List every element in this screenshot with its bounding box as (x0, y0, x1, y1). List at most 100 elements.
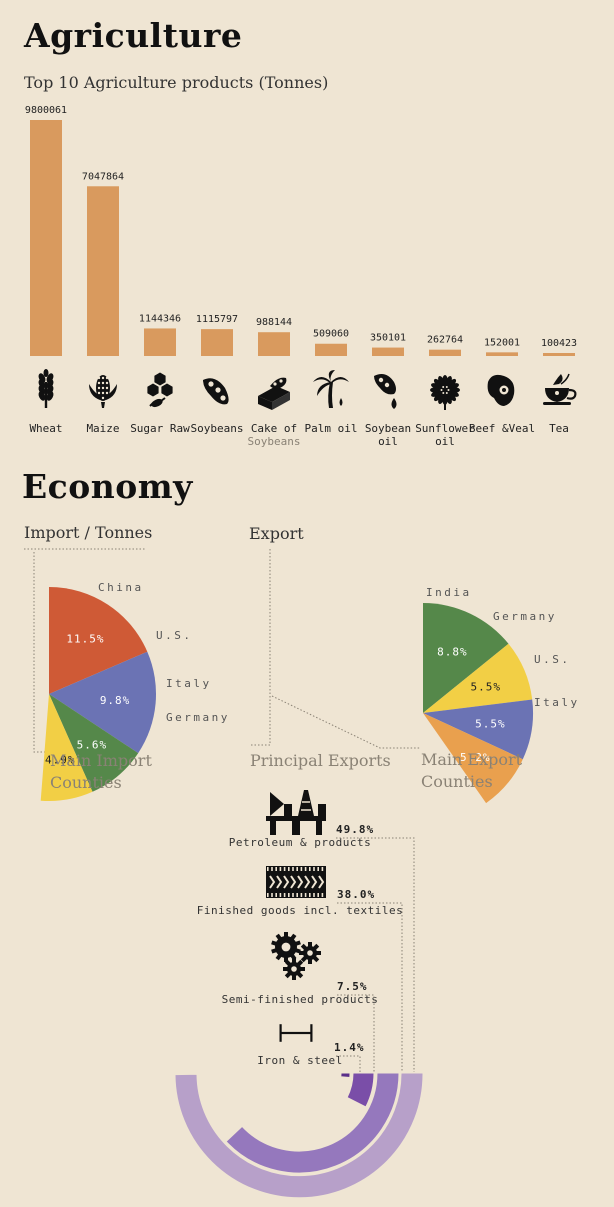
export-pie-slice-3 (423, 699, 534, 760)
bar-4 (201, 329, 233, 356)
import-pie-slice-3 (49, 694, 139, 792)
agriculture-bar-chart: 9800061 Wheat 7047864 Maize 1144346 Sugar Raw… (25, 105, 577, 448)
corn-icon (89, 375, 117, 408)
import-pie-value-label: 4.9% (45, 753, 76, 766)
economy-title: Economy (22, 467, 193, 506)
bar-category-label: oil (435, 435, 455, 448)
bar-2 (87, 186, 119, 356)
bar-category-label: Tea (549, 422, 569, 435)
export-pie-slice-4 (423, 713, 523, 804)
tea-cup-icon (543, 373, 577, 405)
export-connector-line (271, 695, 420, 749)
bar-category-label: Soybeans (248, 435, 301, 448)
bar-3 (144, 328, 176, 356)
export-pie-category-label: Italy (534, 696, 580, 709)
bar-9 (486, 352, 518, 356)
principal-export-arc-2 (225, 1072, 400, 1174)
bar-1 (30, 120, 62, 356)
export-pie-title: Export (249, 524, 304, 543)
bar-category-label: Palm oil (305, 422, 358, 435)
bar-category-label: Beef &Veal (469, 422, 535, 435)
bar-value-label: 152001 (484, 337, 520, 348)
meat-icon (487, 374, 515, 406)
principal-export-value: 1.4% (334, 1041, 365, 1054)
export-caption-line-2: Counties (421, 772, 493, 791)
principal-export-arc-3 (346, 1072, 375, 1108)
import-pie-slice-1 (49, 587, 148, 694)
import-pie-value-label: 9.8% (100, 694, 131, 707)
import-pie-slice-4 (40, 694, 93, 802)
import-pie-category-label: Germany (166, 711, 230, 724)
principal-export-value: 38.0% (337, 888, 375, 901)
principal-export-connector (337, 994, 375, 1072)
palm-tree-icon (313, 370, 349, 408)
oil-rig-icon (266, 790, 326, 835)
bar-value-label: 509060 (313, 329, 349, 340)
bar-category-label: oil (378, 435, 398, 448)
bar-value-label: 988144 (256, 317, 292, 328)
soybean-pod-icon (203, 378, 229, 405)
bar-value-label: 9800061 (25, 105, 67, 116)
bar-value-label: 262764 (427, 335, 463, 346)
gears-icon (271, 932, 321, 980)
export-pie-category-label: U.S. (534, 653, 571, 666)
export-pie-category-label: India (426, 586, 472, 599)
bar-category-label: Wheat (29, 422, 62, 435)
principal-export-value: 7.5% (337, 980, 368, 993)
bar-value-label: 7047864 (82, 171, 124, 182)
bar-10 (543, 353, 575, 356)
import-pie-category-label: Italy (166, 677, 212, 690)
principal-export-value: 49.8% (336, 823, 374, 836)
bar-category-label: Sunflower (415, 422, 475, 435)
bar-category-label: Cake of (251, 422, 297, 435)
bar-category-label: Sugar Raw (130, 422, 190, 435)
bar-value-label: 1115797 (196, 314, 238, 325)
bar-7 (372, 347, 404, 356)
bar-6 (315, 343, 347, 356)
bar-5 (258, 332, 290, 356)
principal-export-label: Iron & steel (257, 1054, 342, 1067)
export-caption: Main Export Counties (421, 749, 522, 793)
export-pie-value-label: 8.8% (437, 645, 468, 658)
agriculture-subtitle: Top 10 Agriculture products (Tonnes) (24, 73, 329, 92)
export-pie-category-label: Germany (493, 610, 557, 623)
wheat-icon (38, 369, 54, 408)
export-pie-value-label: 5.2% (460, 751, 491, 764)
principal-export-arc-1 (174, 1072, 424, 1199)
bar-8 (429, 349, 461, 356)
principal-export-label: Petroleum & products (229, 836, 371, 849)
principal-export-label: Semi-finished products (222, 993, 379, 1006)
principal-export-connector (336, 837, 415, 1072)
bar-category-label: Maize (86, 422, 119, 435)
soy-cake-icon (258, 377, 290, 410)
oil-drop-icon (374, 374, 397, 409)
sunflower-icon (430, 375, 460, 410)
import-caption-line-1: Main Import (50, 751, 152, 770)
principal-export-arc-4 (340, 1072, 351, 1079)
import-caption: Main Import Counties (50, 750, 152, 794)
agriculture-title: Agriculture (24, 16, 243, 55)
export-pie-slice-2 (423, 643, 533, 713)
bar-category-label: Soybean (365, 422, 411, 435)
export-pie-value-label: 5.5% (471, 680, 502, 693)
import-pie-category-label: China (98, 581, 144, 594)
principal-export-label: Finished goods incl. textiles (197, 904, 404, 917)
export-pie-slice-1 (423, 603, 509, 713)
steel-beam-icon (279, 1024, 313, 1042)
import-pie-category-label: U.S. (156, 629, 193, 642)
export-guide-line (250, 549, 271, 746)
import-caption-line-2: Counties (50, 773, 122, 792)
import-pie-title: Import / Tonnes (24, 523, 153, 542)
sugar-cubes-icon (147, 372, 173, 408)
export-caption-line-1: Main Export (421, 750, 523, 769)
bar-value-label: 1144346 (139, 313, 181, 324)
import-pie-value-label: 5.6% (77, 739, 108, 752)
principal-export-connector (336, 1055, 361, 1072)
bar-value-label: 350101 (370, 333, 406, 344)
import-pie-value-label: 11.5% (66, 633, 104, 646)
principal-export-connector (337, 902, 403, 1072)
bar-value-label: 100423 (541, 338, 577, 349)
textile-icon (266, 866, 326, 898)
principal-exports-title: Principal Exports (250, 751, 391, 770)
